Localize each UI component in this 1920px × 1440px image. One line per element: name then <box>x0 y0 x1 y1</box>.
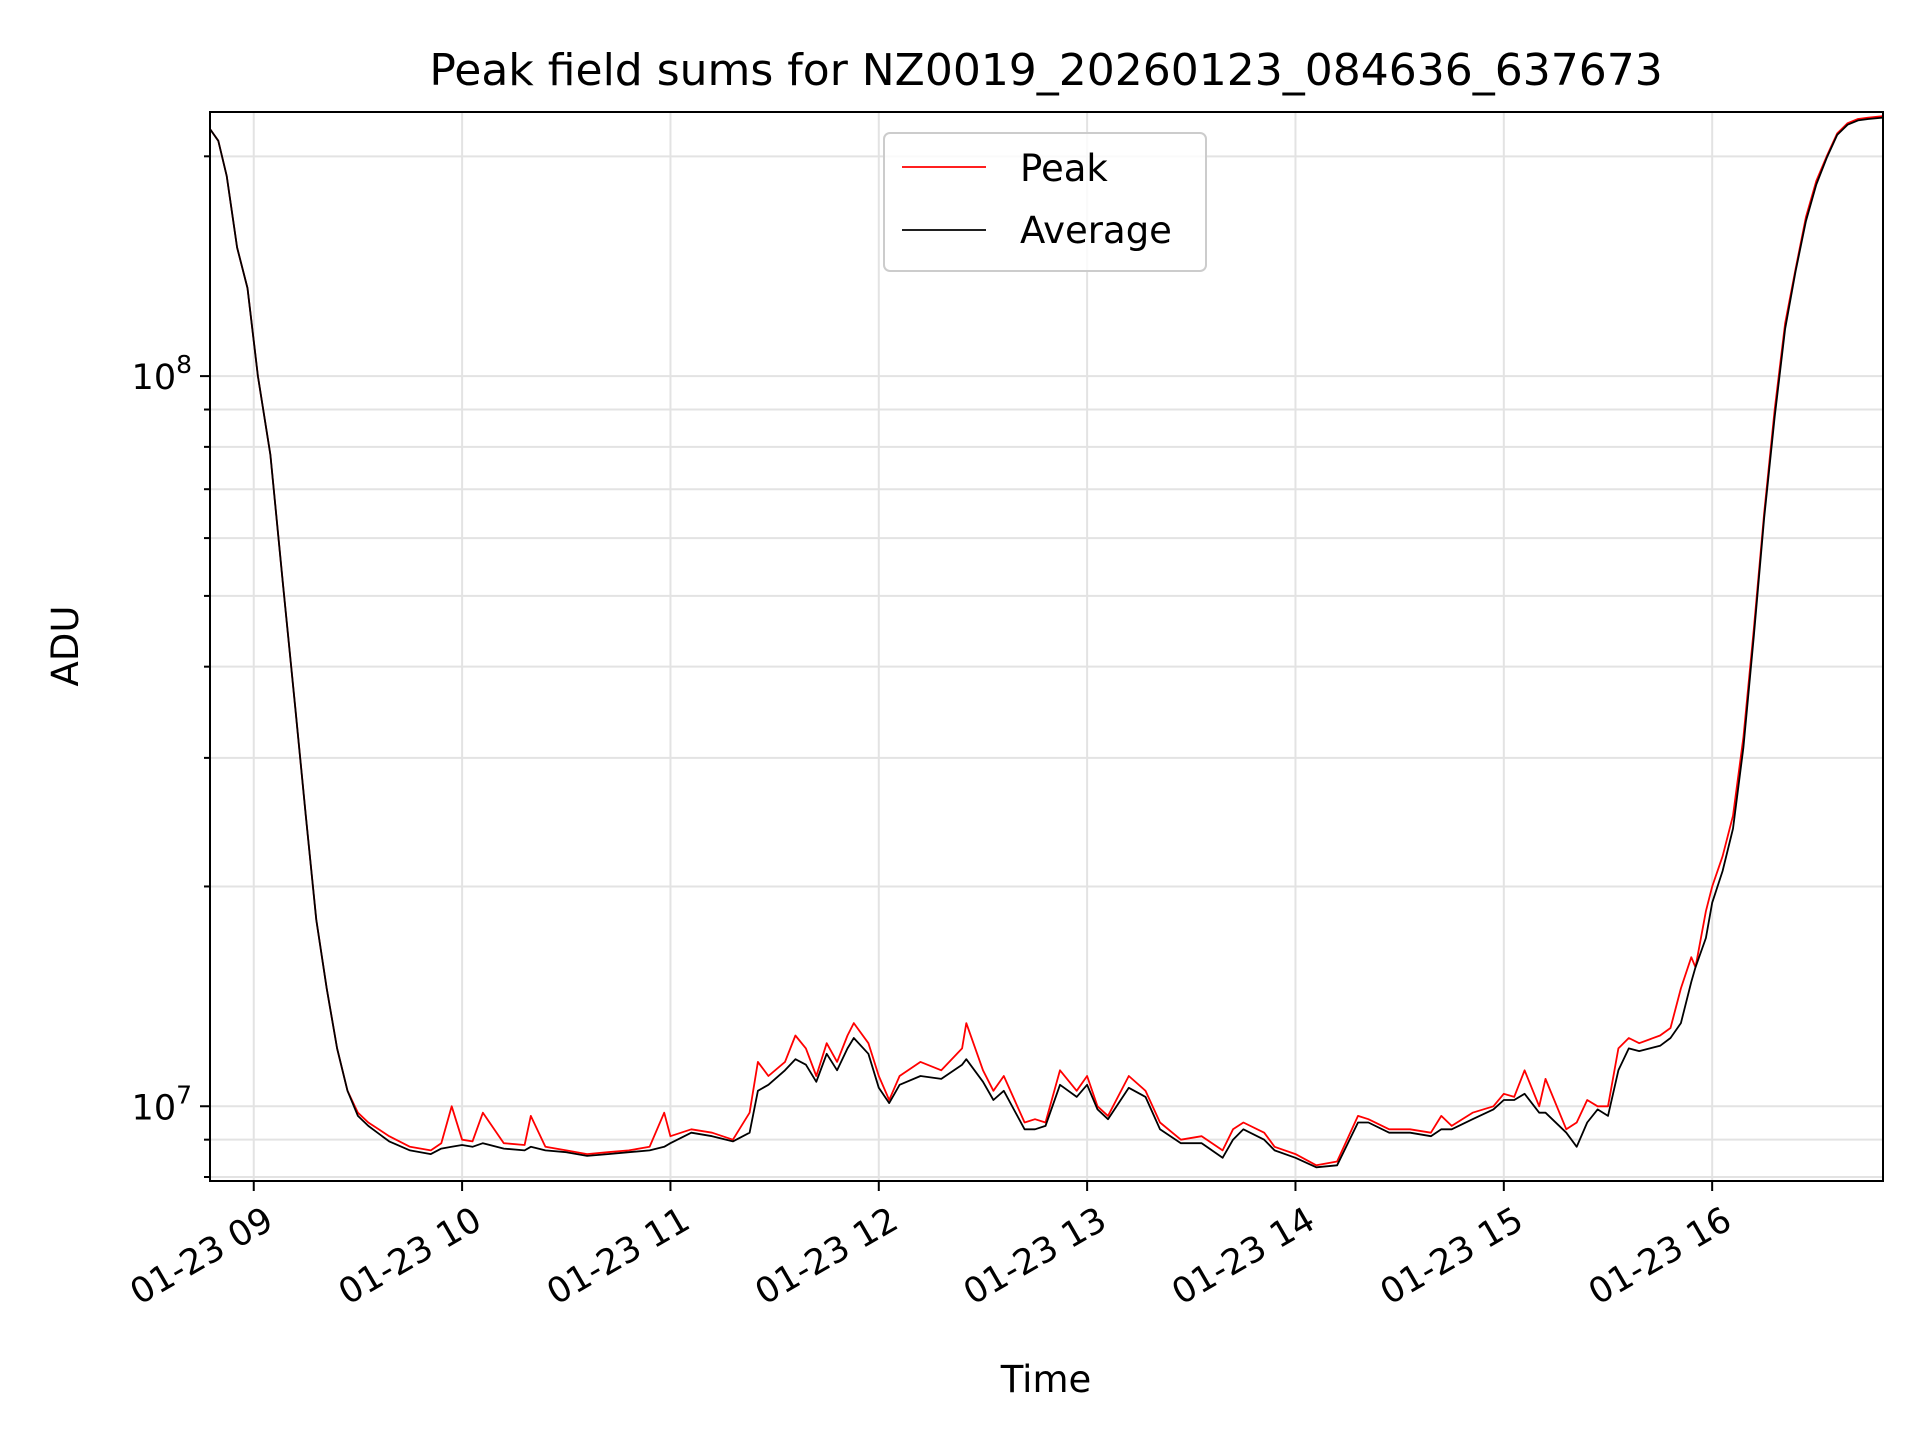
legend-peak-label: Peak <box>1020 147 1108 190</box>
series-line-average <box>209 116 1884 1169</box>
y-axis-label: ADU <box>44 606 87 687</box>
legend-average-label: Average <box>1020 209 1172 252</box>
series-line-peak <box>209 115 1884 1167</box>
x-axis-label: Time <box>1000 1358 1092 1401</box>
y-tick-label-exponent: 8 <box>176 350 192 379</box>
y-tick-label: 107 <box>132 1080 192 1128</box>
y-tick-label-base: 10 <box>132 358 177 398</box>
y-tick-label: 108 <box>132 350 192 398</box>
y-tick-label-exponent: 7 <box>176 1080 192 1109</box>
chart-title: Peak field sums for NZ0019_20260123_0846… <box>429 45 1662 96</box>
series-layer <box>209 115 1884 1169</box>
legend: Peak Average <box>883 132 1207 272</box>
y-tick-label-base: 10 <box>132 1088 177 1128</box>
plot-frame <box>209 111 1884 1182</box>
